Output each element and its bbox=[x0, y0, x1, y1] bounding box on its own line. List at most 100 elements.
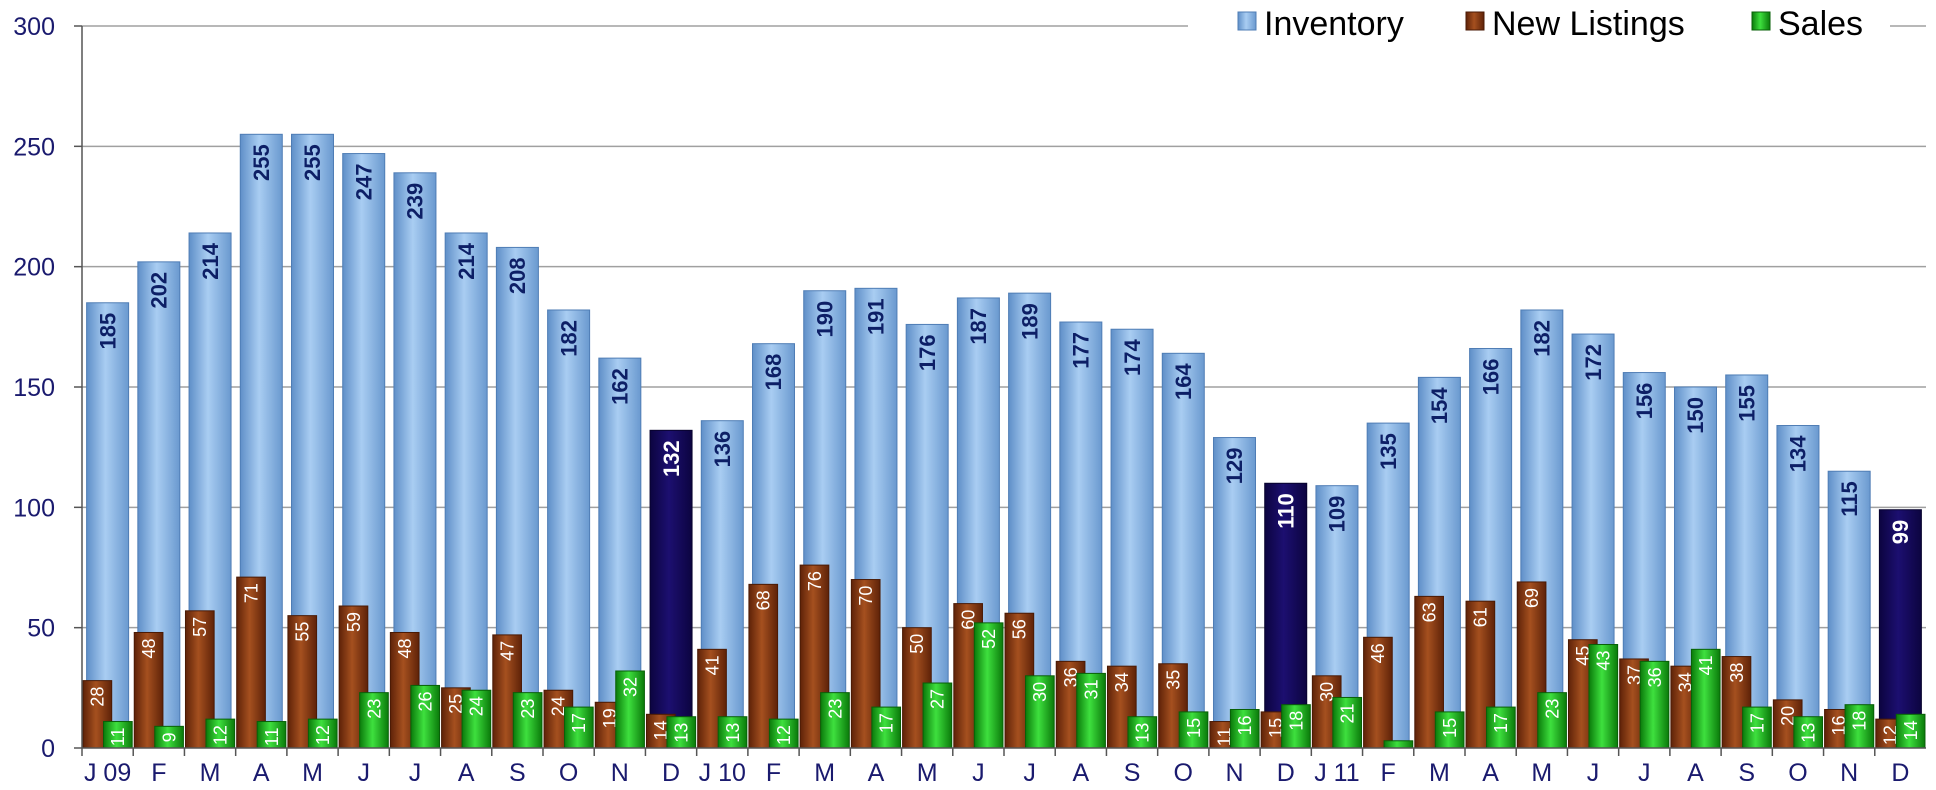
x-tick-label: A bbox=[1482, 759, 1499, 787]
new-listings-label: 50 bbox=[907, 634, 927, 654]
sales-bar bbox=[1178, 711, 1209, 749]
sales-bar bbox=[1281, 704, 1311, 749]
new-listings-label: 70 bbox=[856, 586, 876, 606]
inventory-label: 172 bbox=[1581, 344, 1606, 381]
sales-bar bbox=[256, 721, 287, 749]
legend-swatch bbox=[1465, 11, 1485, 31]
inventory-label: 239 bbox=[403, 183, 428, 220]
sales-bar bbox=[1895, 713, 1926, 749]
y-tick-label: 0 bbox=[41, 735, 55, 763]
sales-label: 24 bbox=[467, 696, 487, 716]
new-listings-label: 24 bbox=[549, 696, 569, 716]
sales-bar bbox=[1690, 648, 1721, 749]
inventory-label: 190 bbox=[812, 301, 837, 338]
bars: 185 28 11 202 48 9 214 57 12 255 71 11 255 55 12 247 59 2… bbox=[82, 133, 1926, 757]
new-listings-label: 71 bbox=[241, 583, 261, 603]
new-listings-label: 48 bbox=[139, 638, 159, 658]
inventory-label: 136 bbox=[710, 431, 735, 468]
sales-label: 17 bbox=[1747, 713, 1767, 733]
new-listings-label: 35 bbox=[1163, 670, 1183, 690]
inventory-label: 99 bbox=[1888, 520, 1913, 544]
new-listings-label: 20 bbox=[1778, 706, 1798, 726]
new-listings-label: 46 bbox=[1368, 643, 1388, 663]
x-tick-label: N bbox=[1225, 759, 1243, 787]
sales-bar bbox=[461, 689, 492, 749]
x-tick-label: O bbox=[559, 759, 578, 787]
sales-label: 15 bbox=[1184, 718, 1204, 738]
sales-label: 23 bbox=[825, 699, 845, 719]
new-listings-label: 55 bbox=[293, 622, 313, 642]
sales-bar bbox=[1229, 708, 1260, 749]
x-tick-label: A bbox=[1072, 759, 1089, 787]
new-listings-label: 14 bbox=[651, 720, 671, 740]
sales-label: 17 bbox=[1491, 713, 1511, 733]
x-tick-label: J bbox=[1638, 759, 1651, 787]
sales-bar bbox=[615, 670, 645, 749]
sales-label: 52 bbox=[979, 629, 999, 649]
new-listings-label: 16 bbox=[1829, 715, 1849, 735]
sales-label: 31 bbox=[1081, 679, 1101, 699]
x-tick-label: F bbox=[151, 759, 166, 787]
new-listings-label: 34 bbox=[1676, 672, 1696, 692]
x-tick-label: J bbox=[1587, 759, 1600, 787]
inventory-label: 135 bbox=[1376, 433, 1401, 470]
new-listings-label: 36 bbox=[1061, 667, 1081, 687]
sales-label: 18 bbox=[1850, 711, 1870, 731]
gridlines bbox=[82, 25, 1926, 629]
inventory-label: 134 bbox=[1786, 435, 1811, 472]
sales-label: 23 bbox=[1542, 699, 1562, 719]
new-listings-label: 25 bbox=[446, 694, 466, 714]
new-listings-label: 12 bbox=[1880, 725, 1900, 745]
sales-label: 15 bbox=[1440, 718, 1460, 738]
sales-label: 41 bbox=[1696, 655, 1716, 675]
inventory-label: 202 bbox=[147, 272, 172, 309]
sales-label: 9 bbox=[159, 732, 179, 742]
sales-label: 12 bbox=[313, 725, 333, 745]
sales-bar bbox=[1076, 672, 1106, 749]
inventory-label: 109 bbox=[1325, 496, 1350, 533]
inventory-label: 176 bbox=[915, 334, 940, 371]
x-tick-label: J bbox=[972, 759, 985, 787]
x-tick-label: F bbox=[766, 759, 781, 787]
sales-bar bbox=[1742, 706, 1772, 749]
inventory-label: 150 bbox=[1683, 397, 1708, 434]
new-listings-label: 59 bbox=[344, 612, 364, 632]
inventory-bar bbox=[1776, 425, 1820, 749]
sales-label: 32 bbox=[620, 677, 640, 697]
sales-bar bbox=[973, 622, 1004, 749]
legend-swatch bbox=[1751, 11, 1771, 31]
sales-label: 17 bbox=[569, 713, 589, 733]
sales-label: 17 bbox=[876, 713, 896, 733]
sales-label: 13 bbox=[1133, 723, 1153, 743]
x-tick-label: M bbox=[1531, 759, 1552, 787]
x-tick-label: D bbox=[662, 759, 680, 787]
inventory-label: 187 bbox=[966, 308, 991, 345]
new-listings-label: 41 bbox=[702, 655, 722, 675]
new-listings-label: 19 bbox=[600, 708, 620, 728]
inventory-label: 182 bbox=[1530, 320, 1555, 357]
sales-label: 11 bbox=[262, 728, 282, 747]
inventory-label: 189 bbox=[1017, 303, 1042, 340]
inventory-label: 110 bbox=[1273, 493, 1298, 529]
sales-label: 3 bbox=[1389, 747, 1409, 757]
x-tick-label: M bbox=[200, 759, 221, 787]
inventory-label: 174 bbox=[1120, 338, 1145, 375]
inventory-label: 177 bbox=[1069, 332, 1094, 369]
inventory-bar bbox=[649, 429, 693, 749]
sales-label: 14 bbox=[1901, 720, 1921, 740]
y-tick-label: 200 bbox=[13, 254, 55, 282]
new-listings-label: 15 bbox=[1266, 718, 1286, 738]
x-tick-label: J bbox=[1023, 759, 1036, 787]
x-tick-label: D bbox=[1277, 759, 1295, 787]
inventory-label: 247 bbox=[351, 164, 376, 201]
x-tick-label: N bbox=[611, 759, 629, 787]
x-tick-label: M bbox=[1429, 759, 1450, 787]
legend-label: Sales bbox=[1778, 5, 1863, 43]
inventory-label: 191 bbox=[864, 298, 889, 335]
inventory-label: 166 bbox=[1478, 358, 1503, 395]
sales-bar bbox=[871, 706, 902, 749]
sales-bar bbox=[512, 692, 543, 749]
sales-bar bbox=[1127, 716, 1158, 749]
inventory-bar bbox=[547, 309, 591, 749]
y-tick-label: 300 bbox=[13, 13, 55, 41]
